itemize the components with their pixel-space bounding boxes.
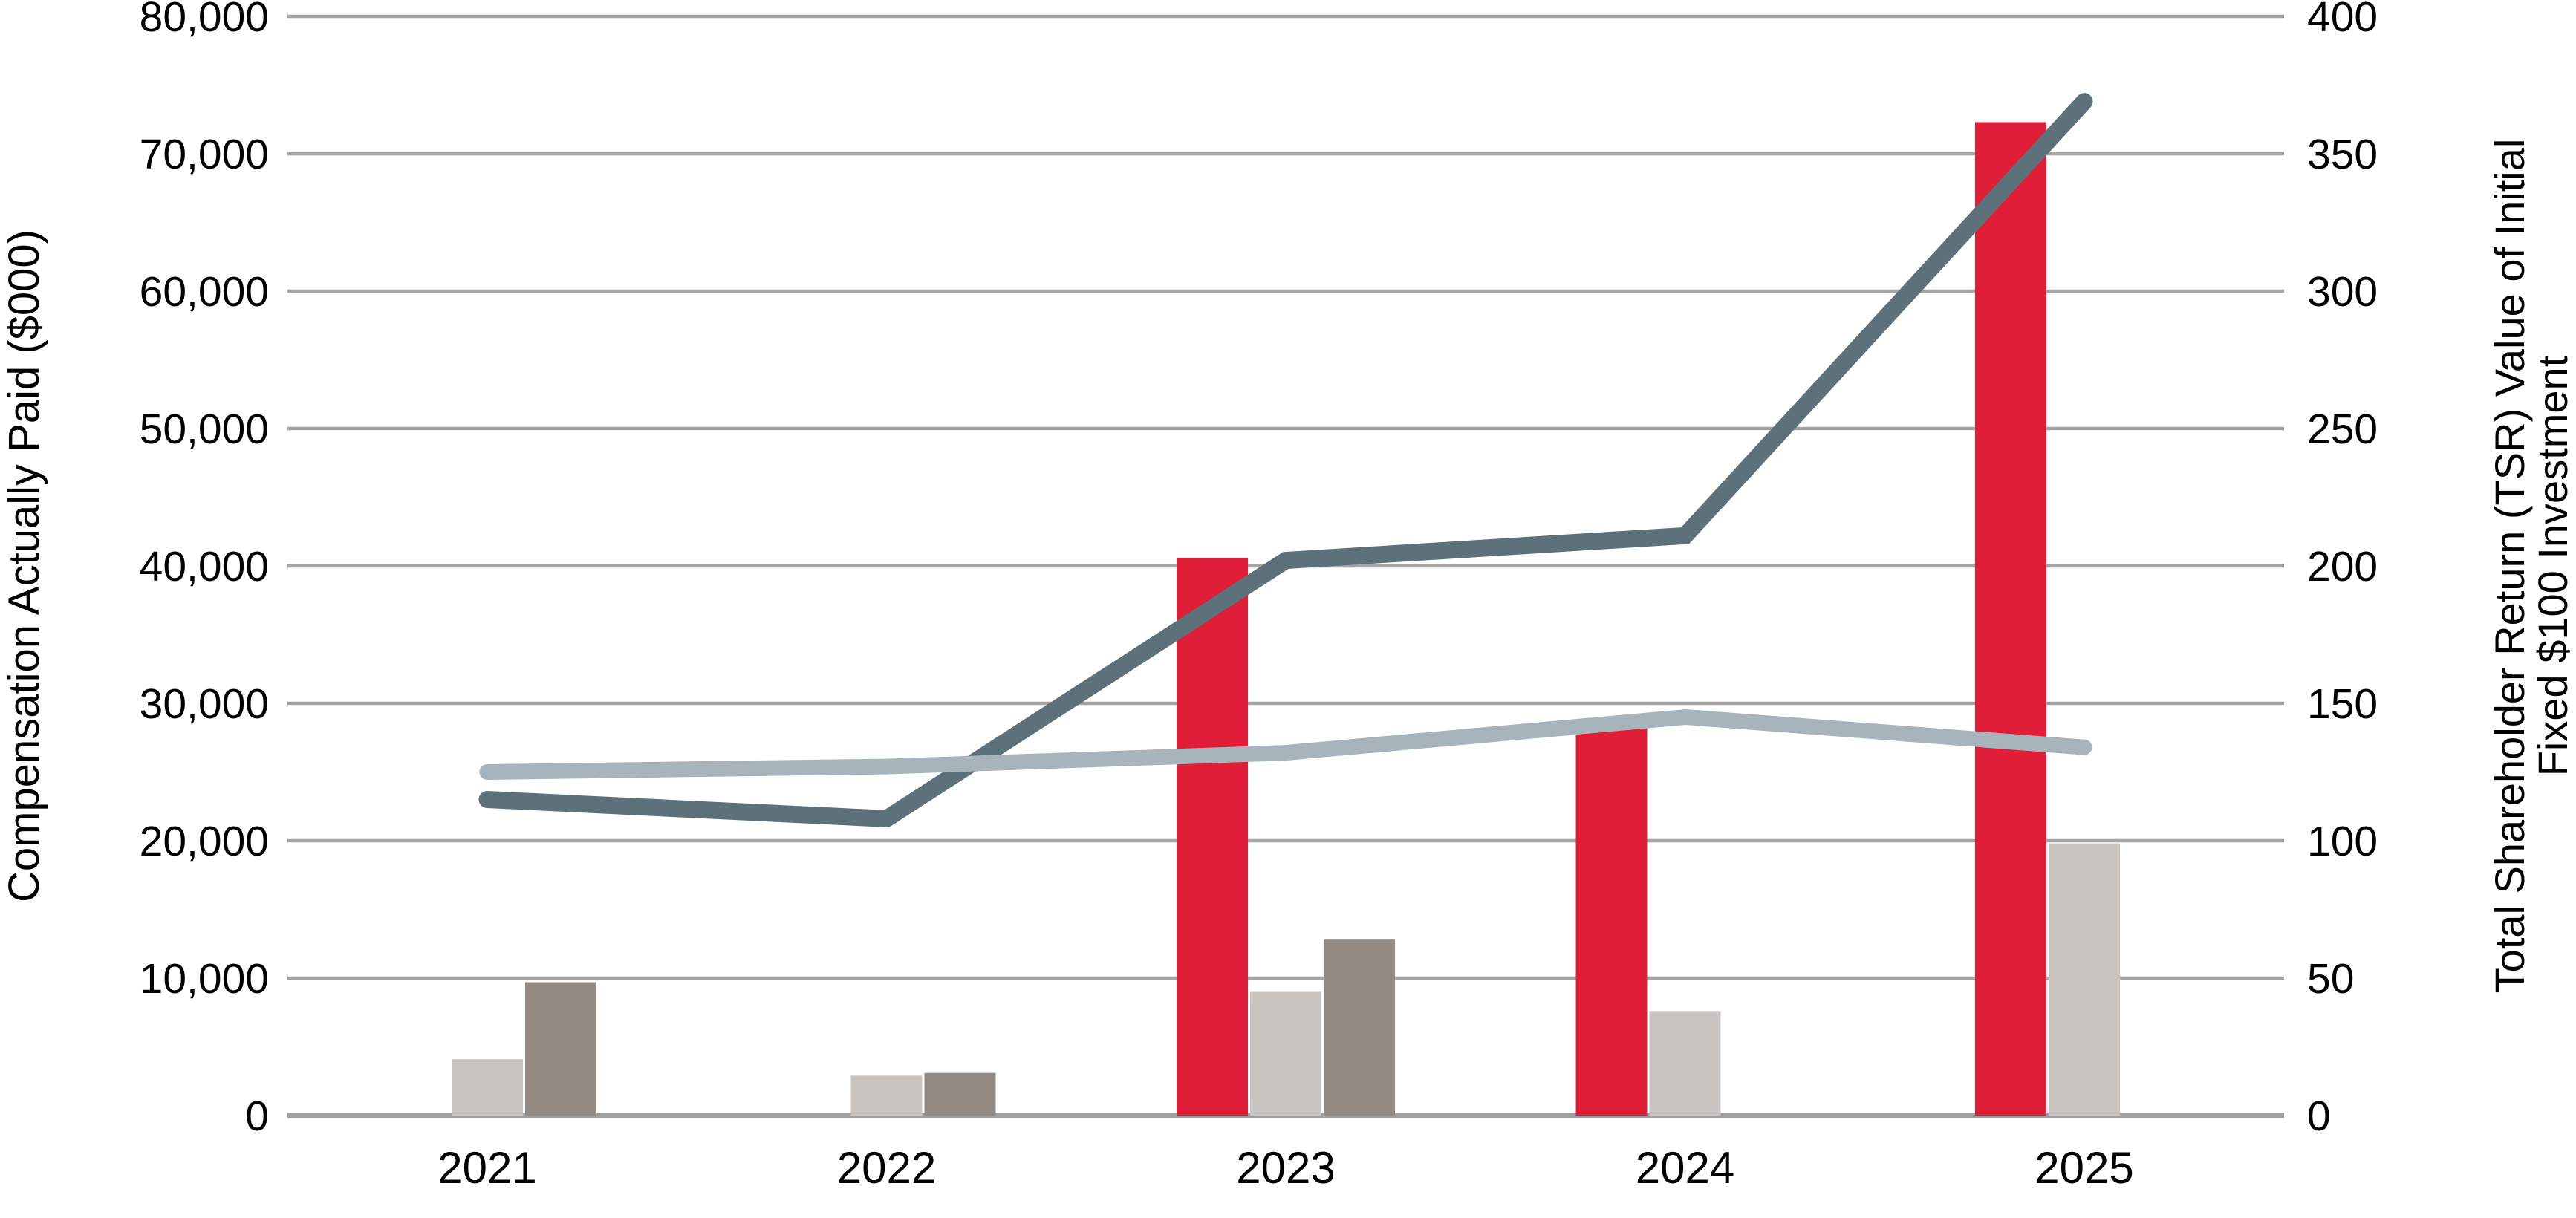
right-axis-tick-label: 250 <box>2307 406 2378 453</box>
right-axis-tick-label: 50 <box>2307 955 2354 1003</box>
x-axis-year-label: 2025 <box>2035 1143 2133 1193</box>
left-axis-tick-label: 40,000 <box>140 543 269 590</box>
left-axis-tick-label: 60,000 <box>140 268 269 316</box>
left-axis-title: Compensation Actually Paid ($000) <box>0 229 48 902</box>
right-axis-tick-label: 300 <box>2307 268 2378 316</box>
right-axis-tick-label: 400 <box>2307 0 2378 41</box>
bars-layer <box>452 122 2120 1116</box>
light-gray-bar-series-bar <box>1649 1011 1721 1116</box>
tick-labels-layer: 0 0 10,000 50 20,000 100 30,000 150 40,000 200 50,… <box>140 0 2378 1193</box>
light-gray-bar-series-bar <box>2049 843 2120 1116</box>
red-bar-series-bar <box>1575 728 1648 1116</box>
x-axis-year-label: 2022 <box>837 1143 936 1193</box>
left-axis-tick-label: 80,000 <box>140 0 269 41</box>
right-axis-tick-label: 350 <box>2307 131 2378 178</box>
red-bar-series-bar <box>1975 122 2046 1116</box>
x-axis-year-label: 2023 <box>1236 1143 1335 1193</box>
right-axis-title-line1: Total Shareholder Return (TSR) Value of … <box>2486 139 2533 994</box>
right-axis-tick-label: 200 <box>2307 543 2378 590</box>
light-gray-bar-series-bar <box>1250 991 1321 1116</box>
light-gray-bar-series-bar <box>452 1059 523 1116</box>
taupe-bar-series-bar <box>1324 939 1395 1116</box>
left-axis-tick-label: 20,000 <box>140 818 269 865</box>
light-gray-bar-series-bar <box>850 1075 923 1116</box>
right-axis-tick-label: 0 <box>2307 1092 2331 1140</box>
left-axis-tick-label: 0 <box>245 1092 269 1140</box>
x-axis-year-label: 2024 <box>1636 1143 1734 1193</box>
right-axis-title-line2: Fixed $100 Investment <box>2529 355 2576 776</box>
taupe-bar-series-bar <box>924 1072 996 1116</box>
left-axis-tick-label: 30,000 <box>140 680 269 728</box>
taupe-bar-series-bar <box>525 982 596 1116</box>
lines-layer <box>478 93 2093 828</box>
dark-slate-tsr-line <box>478 93 2093 828</box>
red-bar-series-bar <box>1177 557 1248 1116</box>
x-axis-year-label: 2021 <box>438 1143 536 1193</box>
left-axis-tick-label: 70,000 <box>140 131 269 178</box>
light-bluegray-tsr-line <box>479 709 2092 780</box>
left-axis-tick-label: 50,000 <box>140 406 269 453</box>
left-axis-tick-label: 10,000 <box>140 955 269 1003</box>
right-axis-tick-label: 100 <box>2307 818 2378 865</box>
right-axis-tick-label: 150 <box>2307 680 2378 728</box>
